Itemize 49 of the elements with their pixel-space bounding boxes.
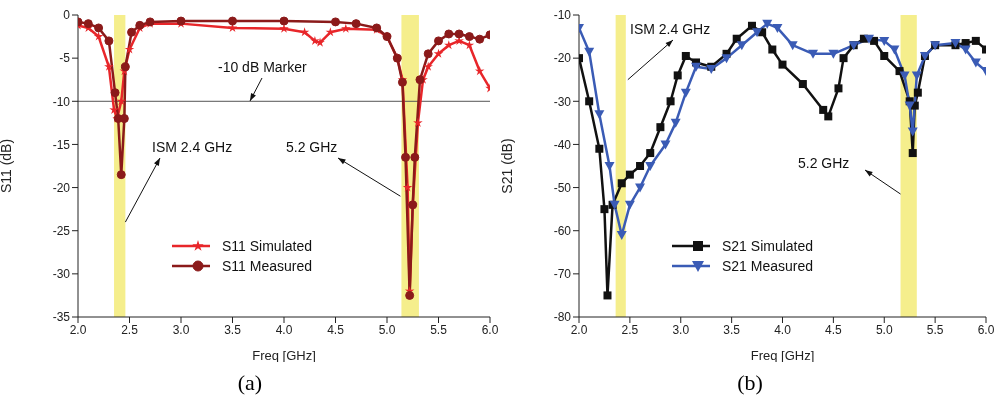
x-tick-label: 4.5 xyxy=(327,322,345,337)
x-tick-label: 2.5 xyxy=(121,322,139,337)
y-tick-label: -5 xyxy=(59,51,71,66)
x-tick-label: 3.0 xyxy=(172,322,190,337)
legend-label: S21 Measured xyxy=(722,258,814,274)
x-axis-title: Freq [GHz] xyxy=(750,348,815,363)
y-tick-label: -20 xyxy=(52,180,71,195)
y-tick-label: -80 xyxy=(553,310,572,325)
x-tick-label: 2.0 xyxy=(570,322,588,337)
x-tick-label: 6.0 xyxy=(977,322,995,337)
text: (b) xyxy=(736,370,764,396)
x-tick-label: 3.5 xyxy=(723,322,741,337)
y-tick-label: -70 xyxy=(553,267,572,282)
x-axis-title: Freq [GHz] xyxy=(252,348,316,363)
legend-label: S11 Measured xyxy=(222,258,313,274)
text: (a) xyxy=(236,370,264,396)
x-tick-label: 3.0 xyxy=(672,322,690,337)
x-tick-label: 5.5 xyxy=(430,322,448,337)
y-tick-label: -25 xyxy=(52,223,71,238)
legend-label: S11 Simulated xyxy=(222,238,313,254)
y-tick-label: -10 xyxy=(553,8,572,23)
y-axis-title: S11 (dB) xyxy=(0,138,14,194)
ref-line-label: -10 dB Marker xyxy=(218,59,308,75)
y-tick-label: -20 xyxy=(553,51,572,66)
y-tick-label: -30 xyxy=(52,267,71,282)
legend-label: S21 Simulated xyxy=(722,238,814,254)
y-tick-label: -10 xyxy=(52,94,71,109)
x-tick-label: 4.0 xyxy=(774,322,792,337)
y-tick-label: 0 xyxy=(63,8,71,23)
x-tick-label: 2.5 xyxy=(621,322,639,337)
x-tick-label: 6.0 xyxy=(481,322,499,337)
x-tick-label: 5.0 xyxy=(378,322,396,337)
annotation: ISM 2.4 GHz xyxy=(152,139,233,155)
y-tick-label: -60 xyxy=(553,223,572,238)
x-tick-label: 5.0 xyxy=(875,322,893,337)
y-tick-label: -35 xyxy=(52,310,71,325)
y-tick-label: -50 xyxy=(553,180,572,195)
x-tick-label: 4.0 xyxy=(275,322,293,337)
y-axis-title: S21 (dB) xyxy=(498,138,515,194)
y-tick-label: -40 xyxy=(553,137,572,152)
y-tick-label: -15 xyxy=(52,137,71,152)
x-tick-label: 5.5 xyxy=(926,322,944,337)
x-tick-label: 4.5 xyxy=(825,322,843,337)
annotation: 5.2 GHz xyxy=(286,139,338,155)
annotation: 5.2 GHz xyxy=(798,155,850,171)
x-tick-label: 2.0 xyxy=(69,322,87,337)
annotation: ISM 2.4 GHz xyxy=(630,21,711,37)
x-tick-label: 3.5 xyxy=(224,322,242,337)
y-tick-label: -30 xyxy=(553,94,572,109)
